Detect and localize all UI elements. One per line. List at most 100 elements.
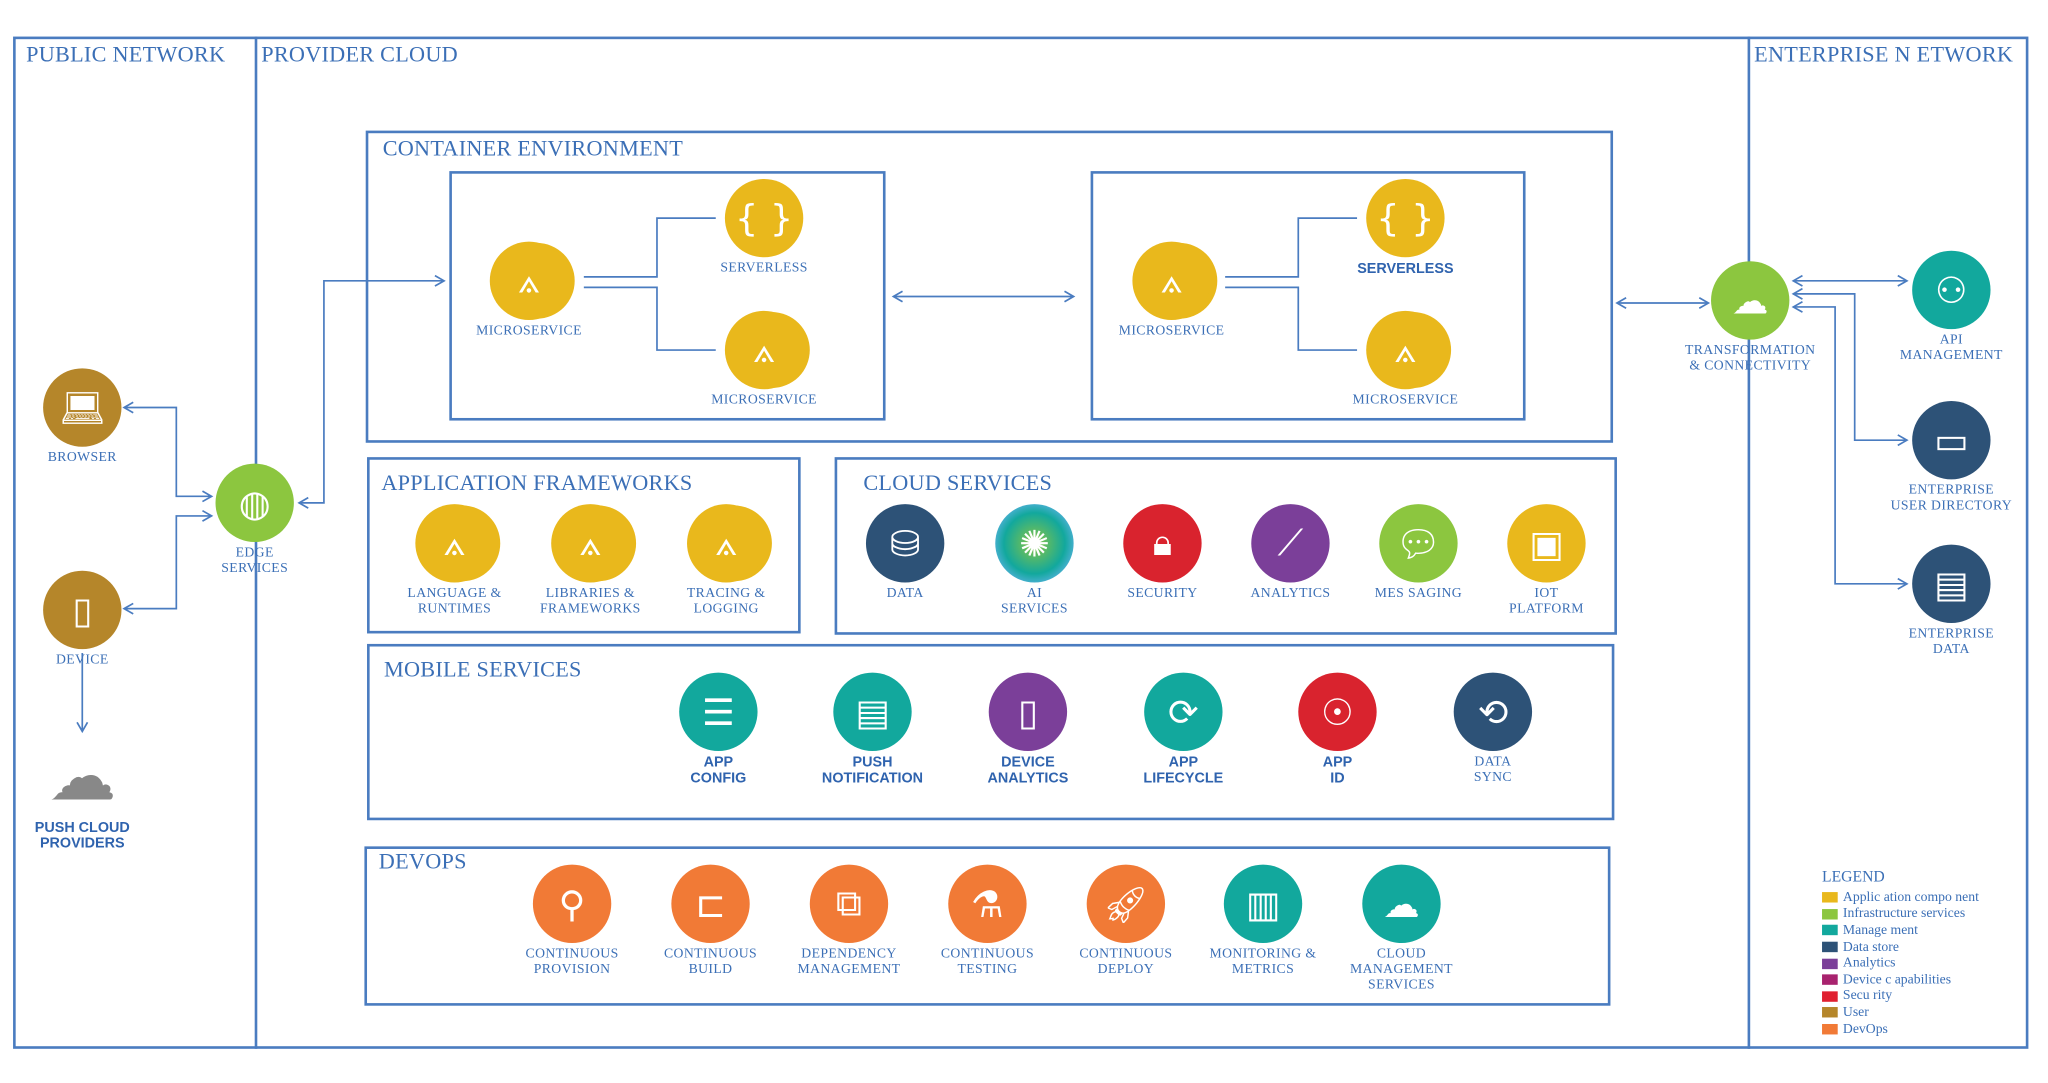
- node-ms3[interactable]: ⟑ MICROSERVICE: [1093, 241, 1250, 340]
- legend-swatch: [1822, 941, 1838, 953]
- node-lifecycle[interactable]: ⟳ APP LIFECYCLE: [1105, 672, 1262, 787]
- node-ai[interactable]: ✺ AI SERVICES: [956, 504, 1113, 618]
- compass-icon: ⟑: [687, 504, 766, 583]
- node-entdata[interactable]: ▤ ENTERPRISE DATA: [1873, 544, 2030, 659]
- folder-user-icon: ▭: [1912, 400, 1991, 480]
- public-provider-divider: [254, 36, 257, 1049]
- node-sl1[interactable]: { } SERVERLESS: [686, 178, 843, 277]
- node-testing[interactable]: ⚗ CONTINUOUS TESTING: [909, 864, 1066, 979]
- book-database-icon: ▤: [1912, 544, 1991, 624]
- node-ms1[interactable]: ⟑ MICROSERVICE: [451, 241, 608, 340]
- node-lang[interactable]: ⟑ LANGUAGE & RUNTIMES: [376, 504, 533, 618]
- legend-label: User: [1842, 1005, 1869, 1021]
- legend-label: Data store: [1842, 939, 1899, 955]
- laptop-icon: 💻︎: [43, 368, 122, 447]
- phone-icon: ▯: [43, 570, 122, 650]
- legend-item: Data store: [1822, 939, 1979, 955]
- node-build[interactable]: ⊏ CONTINUOUS BUILD: [632, 864, 789, 979]
- node-ms2[interactable]: ⟑ MICROSERVICE: [686, 310, 843, 409]
- braces-icon: { }: [1366, 178, 1445, 258]
- legend-label: Manage ment: [1842, 923, 1918, 938]
- node-push-cloud[interactable]: ☁ PUSH CLOUD PROVIDERS: [4, 738, 161, 852]
- node-datasync[interactable]: ⟲ DATA SYNC: [1415, 672, 1572, 787]
- node-iot[interactable]: ▣ IoT PLATFORM: [1468, 504, 1625, 618]
- node-data[interactable]: ⛁ DATA: [827, 504, 984, 602]
- legend-label: Analytics: [1842, 956, 1896, 971]
- node-browser[interactable]: 💻︎ BROWSER: [4, 368, 161, 466]
- compass-icon: ⟑: [551, 504, 630, 583]
- phone-chart-icon: ▯: [988, 672, 1068, 752]
- legend-label: DevOps: [1842, 1022, 1888, 1037]
- legend-item: Analytics: [1822, 955, 1979, 971]
- squares-icon: ⧉: [809, 864, 889, 944]
- provider-enterprise-divider: [1747, 36, 1750, 1049]
- node-label: SERVERLESS: [1357, 261, 1454, 277]
- network-icon: ⚇: [1912, 250, 1991, 330]
- legend-item: Infrastructure services: [1822, 906, 1979, 922]
- edge-container-connector: [297, 274, 446, 509]
- node-label: APP LIFECYCLE: [1143, 754, 1224, 787]
- legend-item: Applic ation compo nent: [1822, 889, 1979, 905]
- cloud-services-title: CLOUD SERVICES: [863, 470, 1053, 496]
- node-label: MICROSERVICE: [1118, 323, 1225, 339]
- outer-frame: [13, 36, 2029, 1049]
- node-deploy[interactable]: 🚀︎ CONTINUOUS DEPLOY: [1048, 864, 1205, 979]
- legend-swatch: [1822, 1024, 1838, 1035]
- node-label: LIBRARIES & FRAMEWORKS: [539, 586, 641, 617]
- node-devanalytics[interactable]: ▯ DEVICE ANALYTICS: [950, 672, 1107, 786]
- node-security[interactable]: 🔒︎ SECURITY: [1084, 504, 1241, 602]
- zone-provider-cloud: PROVIDER CLOUD: [261, 41, 458, 67]
- node-label: PUSH NOTIFICATION: [821, 754, 924, 787]
- sliders-icon: ☰: [679, 672, 758, 752]
- node-label: CONTINUOUS DEPLOY: [1079, 946, 1173, 977]
- node-trace[interactable]: ⟑ TRACING & LOGGING: [648, 504, 805, 618]
- globe-icon: ◍: [215, 463, 294, 543]
- node-userdir[interactable]: ▭ ENTERPRISE USER DIRECTORY: [1873, 400, 2030, 515]
- legend: LEGEND Applic ation compo nent Infrastruc…: [1822, 867, 1979, 1037]
- cloud-services-box: [834, 457, 1617, 635]
- node-appconfig[interactable]: ☰ APP CONFIG: [640, 672, 797, 786]
- node-label: ANALYTICS: [1250, 586, 1331, 601]
- node-label: DATA SYNC: [1473, 754, 1512, 785]
- chart-line-icon: ⟋: [1251, 504, 1330, 583]
- node-edge[interactable]: ◍ EDGE SERVICES: [176, 463, 333, 578]
- sync-icon: ⟲: [1453, 672, 1533, 752]
- zone-enterprise-network: ENTERPRISE N ETWORK: [1754, 41, 2014, 67]
- lock-icon: 🔒︎: [1123, 504, 1202, 583]
- node-monitoring[interactable]: ▥ MONITORING & METRICS: [1185, 864, 1342, 979]
- legend-swatch: [1822, 925, 1838, 936]
- node-label: MICROSERVICE: [476, 323, 582, 339]
- node-label: MES SAGING: [1374, 586, 1463, 601]
- node-label: TRANSFORMATION & CONNECTIVITY: [1684, 343, 1816, 374]
- node-label: LANGUAGE & RUNTIMES: [407, 586, 502, 617]
- node-label: AI SERVICES: [1001, 586, 1068, 617]
- node-push[interactable]: ▤ PUSH NOTIFICATION: [794, 672, 951, 787]
- device-edge-connector: [122, 509, 214, 615]
- node-ms4[interactable]: ⟑ MICROSERVICE: [1327, 310, 1484, 409]
- mobile-services-box: [367, 643, 1615, 821]
- node-label: DEPENDENCY MANAGEMENT: [797, 946, 901, 977]
- node-sl2[interactable]: { } SERVERLESS: [1327, 178, 1484, 277]
- node-cloudmgmt[interactable]: ☁ CLOUD MANAGEMENT SERVICES: [1323, 864, 1480, 994]
- node-label: TRACING & LOGGING: [686, 586, 766, 617]
- node-transform[interactable]: ☁ TRANSFORMATION & CONNECTIVITY: [1672, 261, 1829, 375]
- node-appid[interactable]: ☉ APP ID: [1259, 672, 1416, 786]
- node-device[interactable]: ▯ DEVICE: [4, 570, 161, 669]
- node-dependency[interactable]: ⧉ DEPENDENCY MANAGEMENT: [771, 864, 928, 979]
- node-messaging[interactable]: 💬︎ MES SAGING: [1340, 504, 1497, 602]
- legend-swatch: [1822, 991, 1838, 1002]
- node-api[interactable]: ⚇ API MANAGEMENT: [1873, 250, 2030, 365]
- transform-data-connector: [1791, 300, 1909, 590]
- cloud-icon: ☁: [1711, 261, 1790, 340]
- node-provision[interactable]: ⚲ CONTINUOUS PROVISION: [494, 864, 651, 979]
- node-libs[interactable]: ⟑ LIBRARIES & FRAMEWORKS: [512, 504, 669, 618]
- node-label: MICROSERVICE: [711, 393, 817, 408]
- node-analytics[interactable]: ⟋ ANALYTICS: [1212, 504, 1369, 602]
- node-label: ENTERPRISE USER DIRECTORY: [1890, 483, 2013, 514]
- node-label: API MANAGEMENT: [1899, 333, 2003, 364]
- flow-icon: ⊏: [671, 864, 750, 944]
- legend-item: Secu rity: [1822, 988, 1979, 1004]
- legend-label: Applic ation compo nent: [1842, 890, 1979, 905]
- compass-icon: ⟑: [1132, 241, 1211, 320]
